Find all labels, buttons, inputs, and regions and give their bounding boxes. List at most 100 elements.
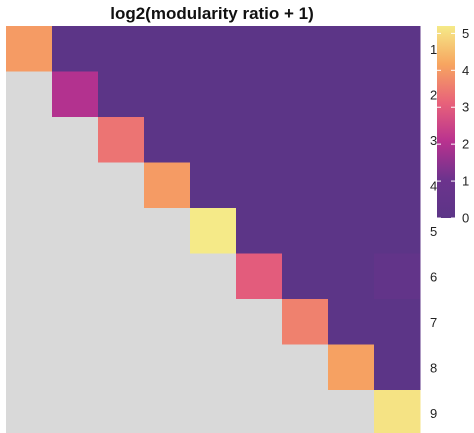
heatmap-cell — [374, 71, 421, 118]
heatmap-cell — [282, 390, 329, 433]
colorbar-tick-label: 1 — [462, 174, 469, 189]
colorbar-tick-label: 3 — [462, 100, 469, 115]
heatmap-cell — [236, 71, 283, 118]
heatmap-cell — [6, 390, 53, 433]
heatmap-cell — [328, 208, 375, 254]
y-tick-label: 4 — [430, 178, 437, 193]
heatmap-cell — [144, 26, 191, 72]
heatmap-cell — [190, 208, 237, 254]
heatmap-cell — [374, 253, 421, 300]
heatmap-cells — [6, 26, 421, 433]
heatmap-cell — [236, 344, 283, 391]
y-tick-label: 1 — [430, 42, 437, 57]
heatmap-cell — [374, 299, 421, 345]
colorbar-tick-label: 0 — [462, 211, 469, 226]
heatmap-cell — [52, 390, 99, 433]
heatmap-cell — [190, 390, 237, 433]
heatmap-cell — [98, 162, 145, 209]
heatmap-cell — [236, 26, 283, 72]
heatmap-cell — [144, 344, 191, 391]
heatmap-cell — [190, 117, 237, 163]
y-tick-label: 7 — [430, 315, 437, 330]
heatmap-cell — [98, 344, 145, 391]
heatmap-cell — [236, 253, 283, 300]
heatmap-cell — [144, 299, 191, 345]
y-tick-label: 6 — [430, 269, 437, 284]
heatmap-cell — [98, 117, 145, 163]
heatmap-cell — [52, 208, 99, 254]
heatmap-cell — [282, 162, 329, 209]
colorbar: 0 1 2 3 4 5 — [437, 26, 469, 226]
heatmap-cell — [374, 344, 421, 391]
heatmap-cell — [328, 390, 375, 433]
heatmap-cell — [374, 208, 421, 254]
colorbar-gradient — [437, 26, 455, 218]
heatmap-cell — [190, 71, 237, 118]
heatmap-cell — [328, 117, 375, 163]
heatmap-cell — [190, 253, 237, 300]
heatmap-cell — [236, 162, 283, 209]
heatmap-cell — [328, 26, 375, 72]
heatmap-cell — [328, 344, 375, 391]
heatmap-cell — [144, 208, 191, 254]
heatmap-cell — [6, 208, 53, 254]
y-tick-label: 2 — [430, 87, 437, 102]
heatmap-cell — [236, 117, 283, 163]
heatmap-cell — [98, 390, 145, 433]
y-tick-label: 9 — [430, 406, 437, 421]
heatmap-cell — [236, 208, 283, 254]
heatmap-cell — [52, 299, 99, 345]
heatmap-cell — [98, 71, 145, 118]
heatmap-cell — [144, 71, 191, 118]
heatmap-cell — [6, 162, 53, 209]
heatmap-cell — [6, 71, 53, 118]
heatmap-cell — [144, 117, 191, 163]
chart-title: log2(modularity ratio + 1) — [110, 4, 314, 23]
heatmap-cell — [6, 253, 53, 300]
heatmap-cell — [282, 117, 329, 163]
heatmap-cell — [6, 299, 53, 345]
heatmap-cell — [52, 117, 99, 163]
heatmap-cell — [374, 117, 421, 163]
heatmap-cell — [374, 162, 421, 209]
heatmap-cell — [282, 208, 329, 254]
heatmap-cell — [374, 390, 421, 433]
y-tick-label: 3 — [430, 133, 437, 148]
heatmap-cell — [98, 26, 145, 72]
colorbar-tick-label: 2 — [462, 137, 469, 152]
heatmap-cell — [282, 71, 329, 118]
heatmap-cell — [282, 253, 329, 300]
heatmap-cell — [282, 26, 329, 72]
heatmap-cell — [236, 390, 283, 433]
heatmap-cell — [190, 299, 237, 345]
heatmap-cell — [52, 344, 99, 391]
heatmap-cell — [328, 71, 375, 118]
colorbar-tick-label: 5 — [462, 26, 469, 41]
heatmap-cell — [6, 344, 53, 391]
heatmap-cell — [52, 162, 99, 209]
heatmap-cell — [144, 390, 191, 433]
heatmap-cell — [282, 299, 329, 345]
heatmap-cell — [374, 26, 421, 72]
heatmap-cell — [328, 299, 375, 345]
heatmap-cell — [52, 26, 99, 72]
heatmap-cell — [328, 253, 375, 300]
heatmap-cell — [98, 208, 145, 254]
heatmap-cell — [190, 344, 237, 391]
y-axis-tick-labels: 1 2 3 4 5 6 7 8 9 — [430, 42, 437, 421]
heatmap-cell — [6, 117, 53, 163]
heatmap-cell — [98, 299, 145, 345]
heatmap-cell — [190, 26, 237, 72]
colorbar-tick-label: 4 — [462, 63, 469, 78]
heatmap-cell — [328, 162, 375, 209]
heatmap-cell — [144, 253, 191, 300]
heatmap-cell — [52, 253, 99, 300]
y-tick-label: 5 — [430, 224, 437, 239]
heatmap-cell — [236, 299, 283, 345]
heatmap-cell — [98, 253, 145, 300]
heatmap-cell — [52, 71, 99, 118]
heatmap-cell — [144, 162, 191, 209]
heatmap-cell — [6, 26, 53, 72]
heatmap-cell — [282, 344, 329, 391]
